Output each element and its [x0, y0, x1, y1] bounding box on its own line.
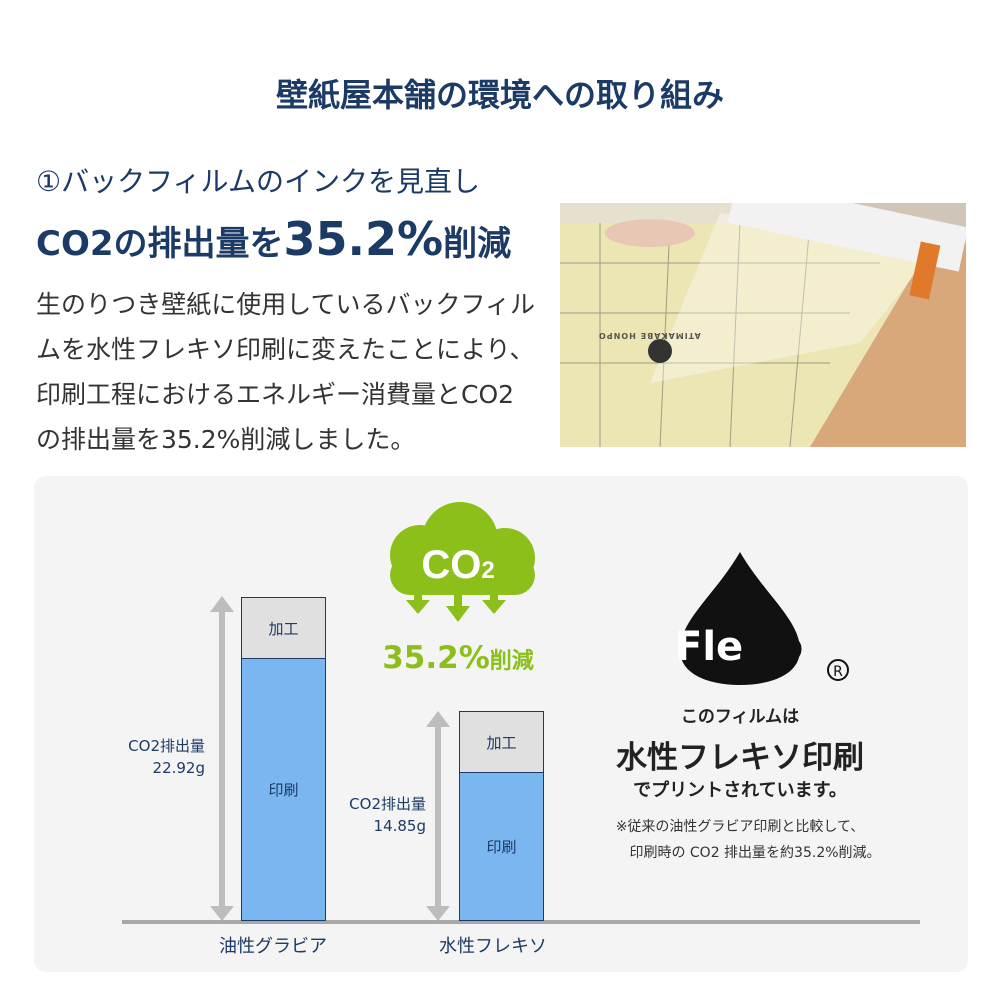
total-label-value: 14.85g: [373, 817, 426, 835]
film-print-text: ATIMAKABE HONPO: [598, 331, 701, 340]
page-title: 壁紙屋本舗の環境への取り組み: [275, 76, 724, 114]
section-subtitle: ①バックフィルムのインクを見直し: [36, 165, 480, 198]
flexo-line1: このフィルムは: [680, 707, 800, 727]
bar-1: 加工 印刷: [459, 711, 544, 921]
total-label-title: CO2排出量: [128, 737, 205, 755]
total-label-0: CO2排出量 22.92g: [128, 735, 205, 779]
section-body: 生のりつき壁紙に使用しているバックフィルムを水性フレキソ印刷に変えたことにより、…: [36, 290, 536, 454]
headline-post: 削減: [443, 224, 512, 264]
svg-text:xo: xo: [750, 624, 803, 670]
bar-segment-kakou: 加工: [242, 598, 325, 659]
flexo-line2: 水性フレキソ印刷: [616, 740, 864, 776]
flexo-note1: ※従来の油性グラビア印刷と比較して、: [615, 819, 865, 835]
cloud-label: CO2: [421, 543, 494, 587]
category-label-0: 油性グラビア: [219, 936, 327, 957]
chart-baseline: [122, 920, 920, 924]
backfilm-illustration: [560, 203, 966, 447]
svg-text:R: R: [833, 664, 843, 680]
total-label-title: CO2排出量: [349, 795, 426, 813]
bar-segment-kakou: 加工: [460, 712, 543, 774]
headline-value: 35.2%: [283, 212, 444, 266]
total-label-1: CO2排出量 14.85g: [349, 793, 426, 837]
flexo-logo-text: Fle: [675, 624, 743, 670]
category-label-1: 水性フレキソ: [439, 936, 547, 957]
co2-cloud-icon: CO2: [390, 502, 535, 622]
total-label-value: 22.92g: [152, 759, 205, 777]
reduction-suffix: 削減: [489, 649, 534, 674]
bar-segment-insatsu: 印刷: [460, 773, 543, 920]
flexo-note2: 印刷時の CO2 排出量を約35.2%削減。: [629, 845, 881, 861]
headline-pre: CO2の排出量を: [36, 224, 284, 264]
reduction-label: 35.2%削減: [358, 640, 558, 676]
product-photo: ATIMAKABE HONPO: [560, 203, 966, 447]
flexo-line3: でプリントされています。: [633, 780, 847, 801]
flexo-logo: Fle xo R: [675, 552, 849, 685]
bar-0: 加工 印刷: [241, 597, 326, 921]
section-headline: CO2の排出量を35.2%削減: [36, 212, 511, 266]
reduction-value: 35.2%: [382, 640, 490, 676]
bar-segment-insatsu: 印刷: [242, 659, 325, 920]
